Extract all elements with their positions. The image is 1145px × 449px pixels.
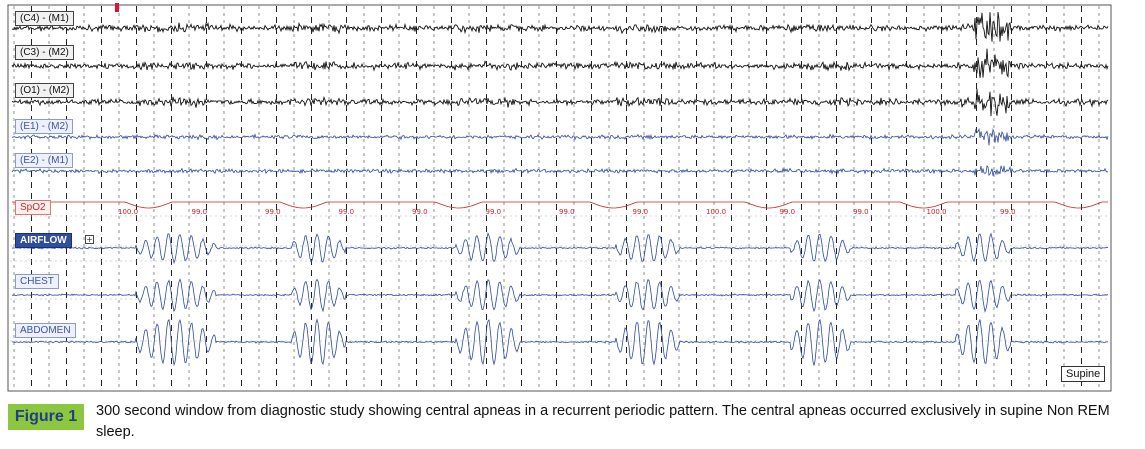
spo2-reading: 99.0 bbox=[339, 208, 355, 216]
cursor-marker bbox=[115, 3, 119, 12]
channel-label-c3-m2[interactable]: (C3) - (M2) bbox=[15, 45, 74, 60]
figure-caption: 300 second window from diagnostic study … bbox=[96, 403, 1110, 440]
spo2-reading: 99.0 bbox=[853, 208, 869, 216]
trace-spo2 bbox=[12, 201, 1108, 209]
spo2-reading: 100.0 bbox=[706, 208, 726, 216]
spo2-reading: 99.0 bbox=[412, 208, 428, 216]
trace-e2 bbox=[11, 165, 1109, 177]
spo2-reading: 99.0 bbox=[192, 208, 208, 216]
channel-label-e2-m1[interactable]: (E2) - (M1) bbox=[15, 153, 74, 168]
spo2-readings: 100.0 99.0 99.0 99.0 99.0 99.0 99.0 99.0 100.0 99… bbox=[118, 208, 1016, 216]
spo2-reading: 99.0 bbox=[486, 208, 502, 216]
channel-label-e1-m2[interactable]: (E1) - (M2) bbox=[15, 119, 74, 134]
trace-chest bbox=[11, 278, 1109, 313]
airflow-expand-icon[interactable]: + bbox=[85, 235, 94, 244]
spo2-reading: 99.0 bbox=[559, 208, 575, 216]
trace-abdomen bbox=[11, 318, 1109, 367]
plot-frame bbox=[7, 4, 1112, 392]
spo2-reading: 100.0 bbox=[927, 208, 947, 216]
trace-o1 bbox=[11, 88, 1109, 117]
channel-label-spo2[interactable]: SpO2 bbox=[15, 200, 51, 215]
channel-label-chest[interactable]: CHEST bbox=[15, 274, 59, 289]
polysomnogram-plot: 100.0 99.0 99.0 99.0 99.0 99.0 99.0 99.0 100.0 99… bbox=[7, 3, 1112, 392]
channel-label-c4-m1[interactable]: (C4) - (M1) bbox=[15, 11, 74, 26]
spo2-reading: 99.0 bbox=[1000, 208, 1016, 216]
channel-label-o1-m2[interactable]: (O1) - (M2) bbox=[15, 83, 75, 98]
spo2-reading: 99.0 bbox=[265, 208, 281, 216]
trace-c4 bbox=[11, 11, 1109, 42]
body-position-indicator: Supine bbox=[1061, 366, 1106, 382]
channel-label-airflow[interactable]: AIRFLOW bbox=[15, 233, 72, 248]
signal-traces bbox=[11, 11, 1109, 367]
figure-label: Figure 1 bbox=[8, 404, 84, 430]
trace-e1 bbox=[11, 127, 1109, 146]
channel-label-abdomen[interactable]: ABDOMEN bbox=[15, 323, 76, 338]
epoch-grid bbox=[10, 6, 1108, 390]
trace-airflow bbox=[11, 231, 1109, 265]
spo2-reading: 100.0 bbox=[118, 208, 138, 216]
spo2-reading: 99.0 bbox=[780, 208, 796, 216]
spo2-reading: 99.0 bbox=[633, 208, 649, 216]
trace-c3 bbox=[11, 48, 1109, 78]
